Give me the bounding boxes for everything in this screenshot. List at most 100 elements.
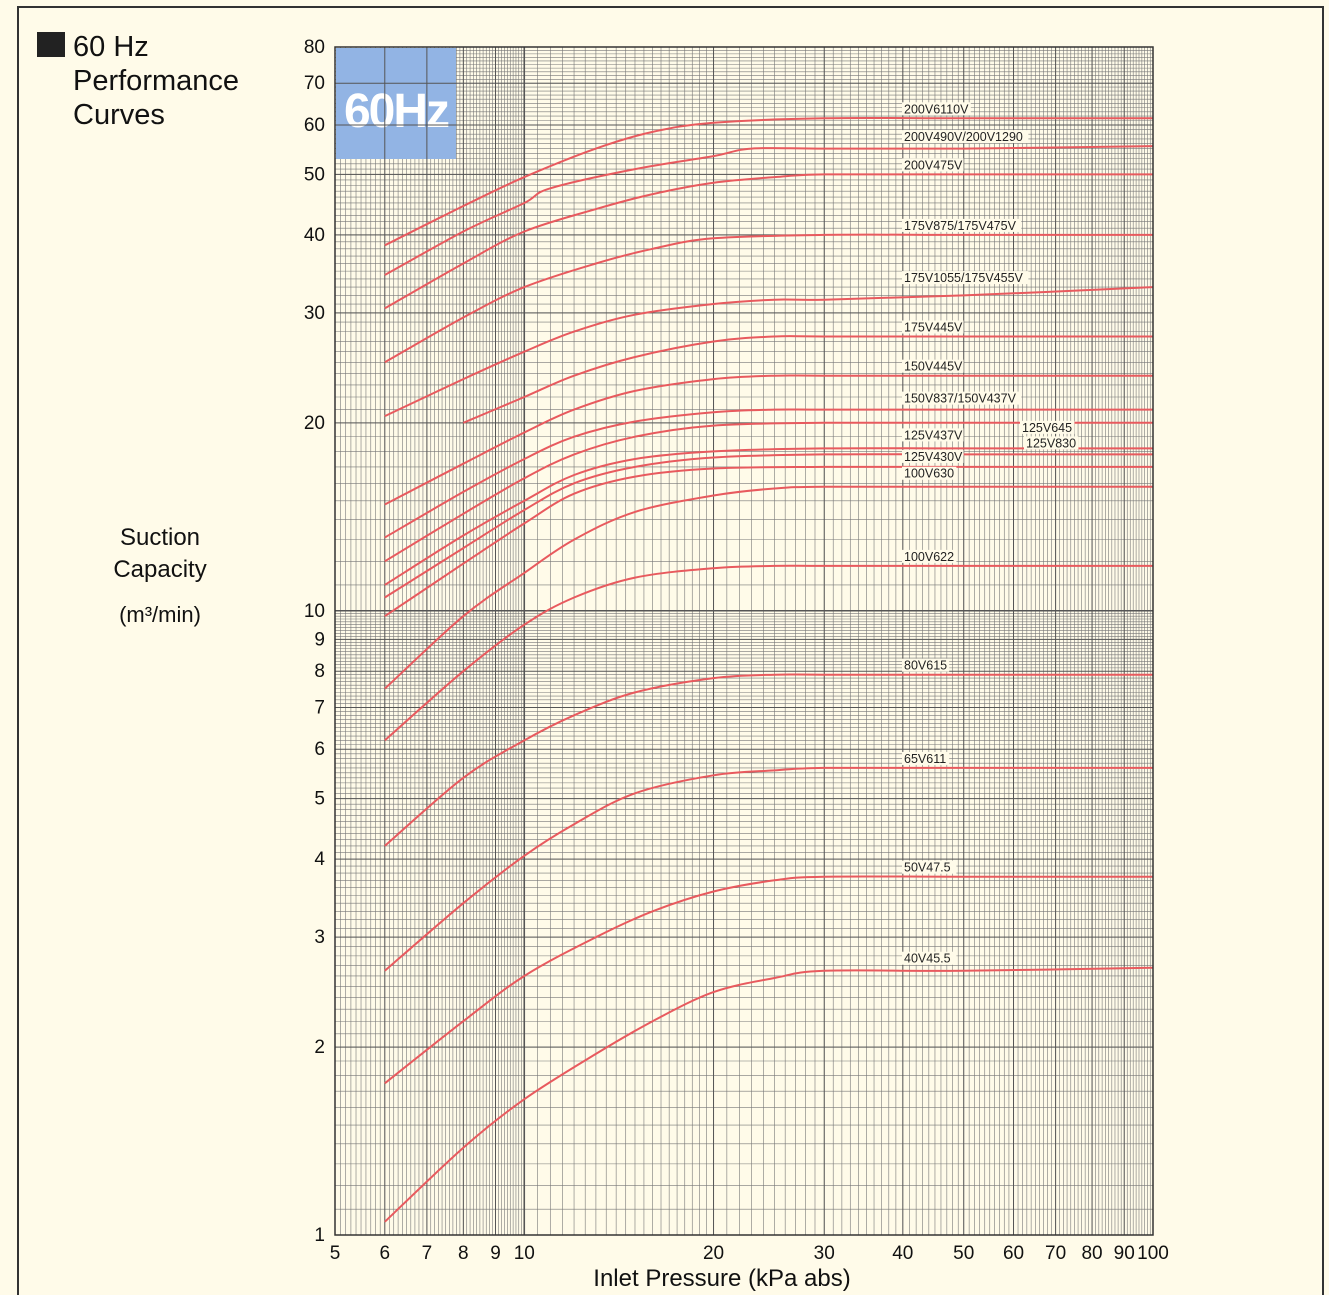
series-line-11 [384, 465, 1153, 618]
series-label-6: 150V445V [904, 360, 963, 374]
x-axis-label: Inlet Pressure (kPa abs) [593, 1265, 850, 1292]
series-line-10 [384, 453, 1154, 599]
x-tick-label: 40 [892, 1243, 913, 1264]
series-line-3 [384, 233, 1153, 364]
series-label-bg-7 [902, 391, 1022, 405]
y-tick-label: 8 [314, 661, 325, 682]
x-tick-label: 50 [953, 1243, 974, 1264]
heading-square-icon [37, 32, 65, 57]
y-tick-label: 50 [304, 164, 325, 185]
series-label-4: 175V1055/175V455V [904, 271, 1024, 285]
y-tick-label: 70 [304, 73, 325, 94]
series-line-17 [384, 966, 1154, 1223]
series-label-bg-5 [902, 320, 964, 334]
chart-title: 60 Hz Performance Curves [73, 31, 240, 131]
series-label-9: 125V437V [904, 428, 963, 442]
tick-labels: 5 6 7 8 9 10 20 30 40 50 60 70 80 90 10012345678910203… [304, 37, 1169, 1264]
y-tick-label: 9 [314, 629, 325, 650]
series-label-bg-14 [902, 658, 950, 672]
y-tick-label: 4 [314, 849, 325, 870]
series-line-2 [384, 173, 1153, 310]
x-tick-label: 8 [458, 1243, 469, 1264]
series-label-bg-6 [902, 359, 964, 373]
series-label-bg-8 [1020, 420, 1075, 434]
x-tick-label: 90 [1114, 1243, 1135, 1264]
series-line-8 [384, 421, 1153, 563]
y-axis-unit: (m³/min) [119, 602, 201, 627]
series-label-bg-3 [902, 218, 1022, 232]
series-label-bg-4 [902, 271, 1029, 285]
series-label-bg-15 [902, 751, 950, 765]
x-tick-label: 6 [379, 1243, 390, 1264]
series-label-17: 40V45.5 [904, 952, 951, 966]
series-label-16: 50V47.5 [904, 861, 951, 875]
badge-background [336, 48, 456, 159]
curves [384, 116, 1154, 1223]
series-line-5 [462, 335, 1153, 424]
series-label-14: 80V615 [904, 659, 947, 673]
series-label-bg-9 [902, 428, 964, 442]
series-label-12: 100V630 [904, 467, 954, 481]
series-label-bg-2 [902, 158, 964, 172]
series-line-7 [384, 408, 1153, 539]
series-label-7: 150V837/150V437V [904, 392, 1017, 406]
y-tick-label: 30 [304, 303, 325, 324]
grid-major [334, 46, 1154, 1236]
series-label-bg-11 [902, 449, 964, 463]
y-tick-label: 40 [304, 225, 325, 246]
y-tick-label: 3 [314, 927, 325, 948]
series-line-9 [384, 447, 1153, 586]
series-label-bg-13 [902, 549, 957, 563]
series-label-0: 200V6110V [904, 102, 969, 116]
x-tick-label: 10 [514, 1243, 535, 1264]
series-label-5: 175V445V [904, 320, 963, 334]
x-tick-label: 9 [490, 1243, 501, 1264]
y-tick-label: 20 [304, 413, 325, 434]
series-label-11: 125V430V [904, 450, 963, 464]
series-label-bg-16 [902, 860, 957, 874]
y-axis-label-line1: Suction [119, 524, 201, 551]
curve-labels: 200V6110V 200V490V/200V1290 200V475V 175V87… [902, 102, 1079, 966]
series-label-bg-1 [902, 130, 1029, 144]
x-tick-label: 20 [703, 1243, 724, 1264]
x-tick-label: 7 [422, 1243, 433, 1264]
series-line-16 [384, 875, 1153, 1085]
series-label-10: 125V830 [1026, 436, 1076, 450]
series-line-6 [384, 374, 1153, 506]
y-tick-label: 10 [304, 601, 325, 622]
series-line-0 [384, 116, 1153, 247]
series-line-12 [384, 485, 1153, 690]
x-tick-label: 5 [330, 1243, 341, 1264]
y-axis-label: Suction Capacity (m³/min) [90, 522, 230, 630]
y-tick-label: 80 [304, 37, 325, 58]
series-label-13: 100V622 [904, 550, 954, 564]
x-tick-label: 80 [1081, 1243, 1102, 1264]
plot-border [334, 46, 1154, 1236]
grid-minor [334, 46, 1153, 1236]
series-line-1 [384, 145, 1154, 276]
series-label-bg-10 [1024, 436, 1079, 450]
y-tick-label: 60 [304, 115, 325, 136]
x-tick-label: 60 [1003, 1243, 1024, 1264]
y-axis-label-line2: Capacity [113, 556, 207, 583]
series-label-1: 200V490V/200V1290 [904, 130, 1023, 144]
y-tick-label: 1 [314, 1225, 325, 1246]
series-label-bg-0 [902, 102, 971, 116]
x-tick-label: 30 [814, 1243, 835, 1264]
x-tick-label: 70 [1045, 1243, 1066, 1264]
series-label-bg-12 [902, 466, 957, 480]
y-tick-label: 6 [314, 739, 325, 760]
series-label-3: 175V875/175V475V [904, 219, 1017, 233]
x-tick-label: 100 [1137, 1243, 1169, 1264]
y-tick-label: 2 [314, 1037, 325, 1058]
series-line-14 [384, 673, 1153, 847]
badge-text: 60Hz [344, 85, 449, 138]
badge-group: 60Hz [336, 48, 456, 159]
series-line-13 [384, 564, 1153, 742]
chart-frame [17, 6, 1324, 1295]
series-label-8: 125V645 [1022, 421, 1072, 435]
series-line-4 [384, 286, 1154, 418]
y-tick-label: 5 [314, 789, 325, 810]
y-tick-label: 7 [314, 697, 325, 718]
